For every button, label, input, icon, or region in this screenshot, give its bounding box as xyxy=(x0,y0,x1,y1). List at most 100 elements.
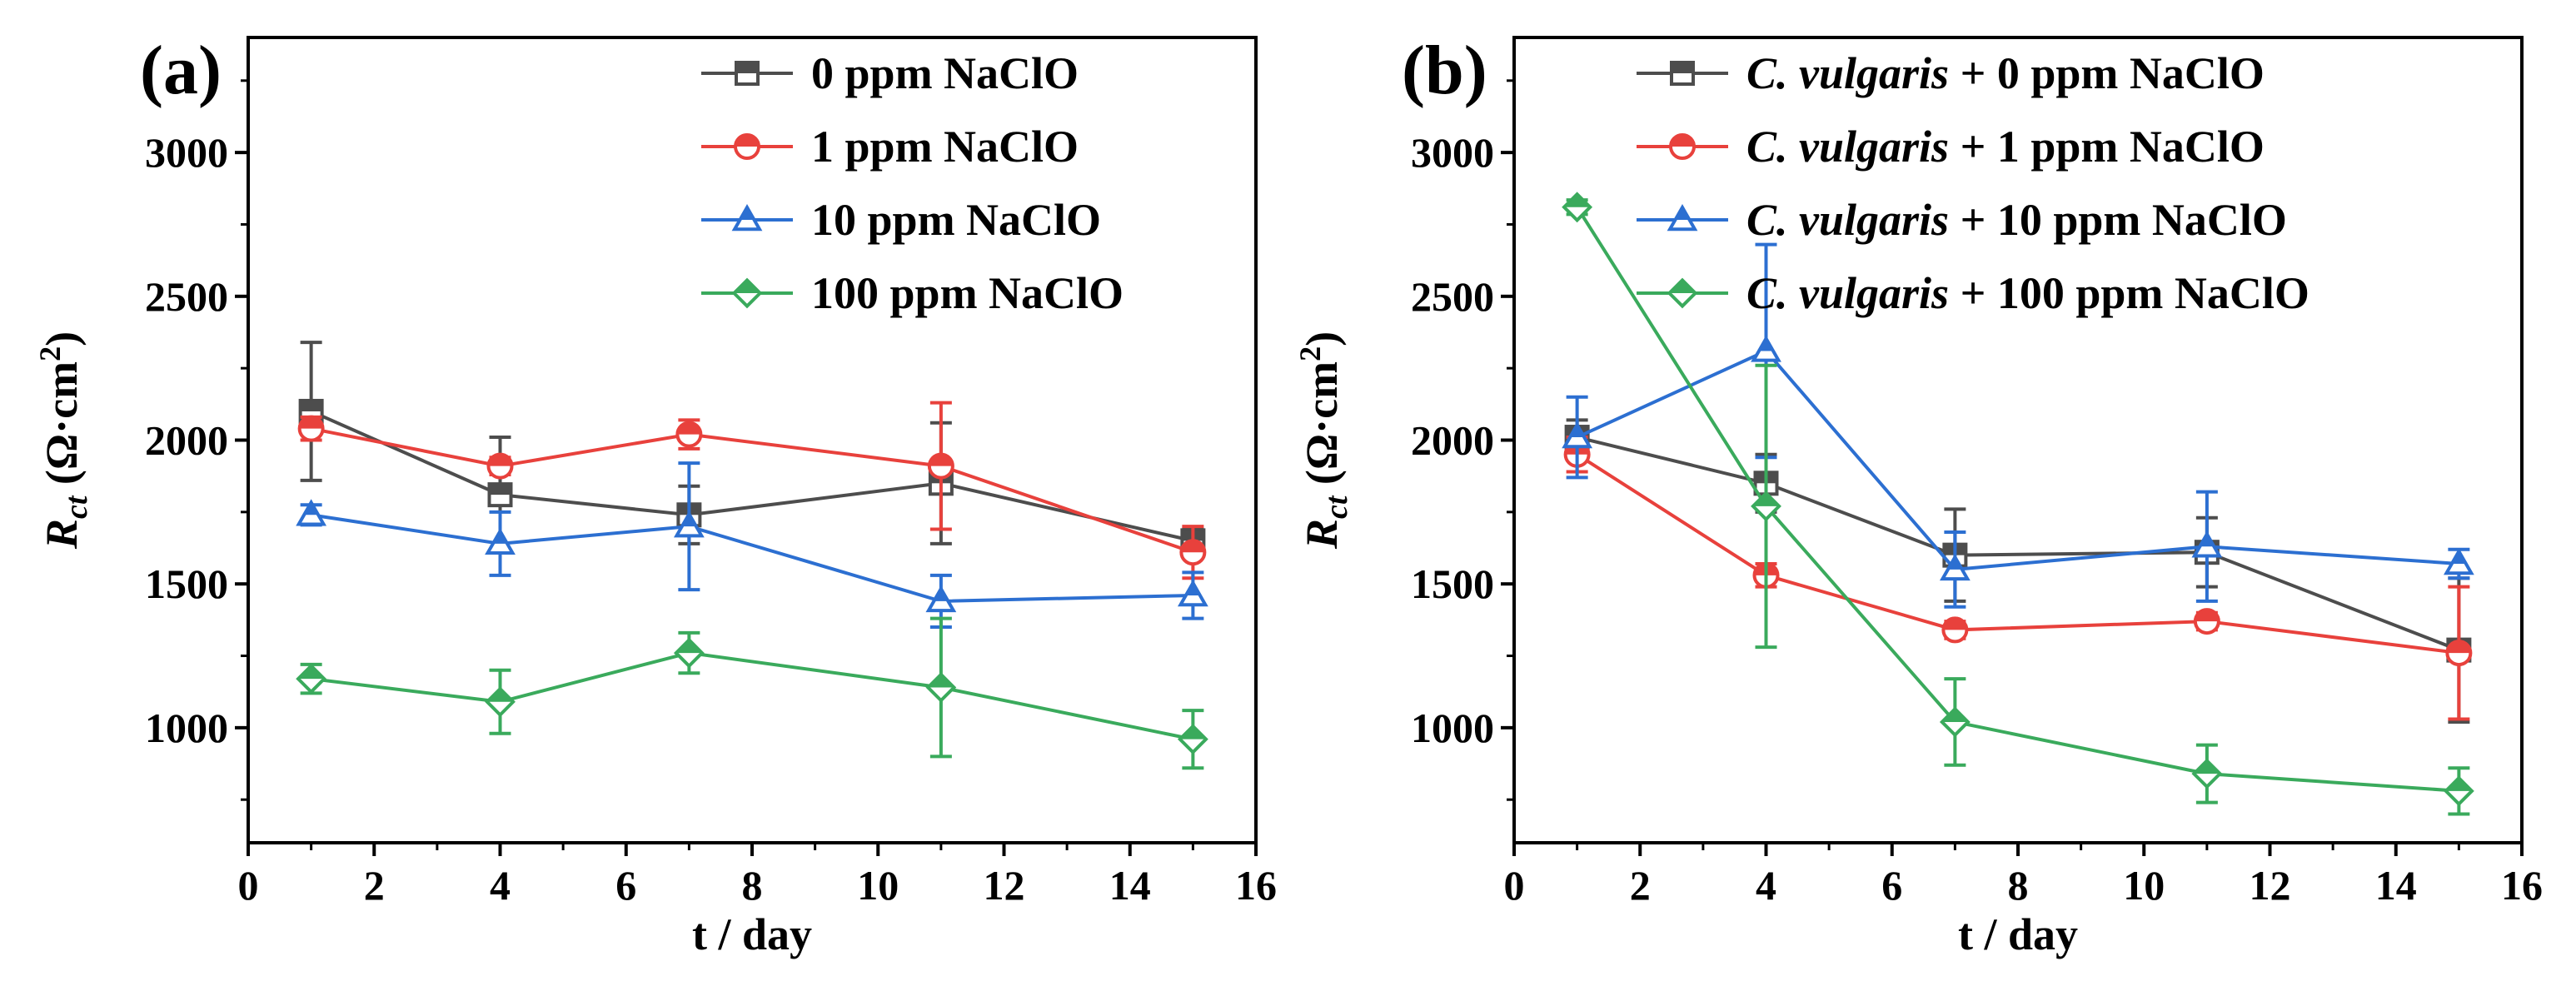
x-tick-label: 14 xyxy=(2375,862,2417,909)
x-tick-label: 4 xyxy=(490,862,511,909)
data-point-half xyxy=(1179,726,1206,740)
legend-item: 10 ppm NaClO xyxy=(701,195,1101,245)
x-axis-label: t / day xyxy=(1958,909,2078,959)
panel-label: (a) xyxy=(140,32,222,109)
data-point-half xyxy=(2452,551,2466,565)
data-point-half xyxy=(1564,194,1591,207)
data-point-half xyxy=(1181,540,1205,553)
y-axis-label: Rct (Ω·cm2) xyxy=(33,331,94,550)
x-tick-label: 12 xyxy=(984,862,1025,909)
series-line xyxy=(311,651,1193,741)
data-point-half xyxy=(682,514,696,527)
x-tick-label: 6 xyxy=(615,862,636,909)
data-point-half xyxy=(1948,556,1962,570)
panel-label: (b) xyxy=(1402,32,1487,109)
series-2 xyxy=(296,461,1208,629)
y-tick-label: 2500 xyxy=(145,273,228,320)
legend-label: 0 ppm NaClO xyxy=(811,48,1079,98)
y-axis-label: Rct (Ω·cm2) xyxy=(1293,331,1354,550)
series-line xyxy=(311,513,1193,603)
y-tick-label: 1500 xyxy=(145,560,228,607)
x-tick-label: 6 xyxy=(1881,862,1902,909)
data-point-half xyxy=(929,454,953,466)
legend-item: 1 ppm NaClO xyxy=(701,122,1079,172)
x-tick-label: 8 xyxy=(742,862,763,909)
x-tick-label: 16 xyxy=(2501,862,2543,909)
legend-item: C. vulgaris + 100 ppm NaClO xyxy=(1637,268,2309,318)
data-point-half xyxy=(300,400,322,411)
legend-label: 10 ppm NaClO xyxy=(811,195,1101,245)
data-point-half xyxy=(486,689,514,702)
series-1 xyxy=(1563,436,2473,721)
legend-marker-half xyxy=(1675,207,1690,220)
legend-marker-half xyxy=(1669,280,1696,293)
x-axis-label: t / day xyxy=(692,909,812,959)
data-point-half xyxy=(1186,583,1200,595)
legend-item: 100 ppm NaClO xyxy=(701,268,1124,318)
legend-item: C. vulgaris + 1 ppm NaClO xyxy=(1637,122,2265,172)
data-point-half xyxy=(493,530,507,544)
legend-marker-half xyxy=(740,207,755,220)
y-tick-label: 2000 xyxy=(1411,417,1494,464)
data-point-half xyxy=(489,484,511,496)
data-point-half xyxy=(934,588,949,601)
data-point-half xyxy=(2445,778,2472,791)
panel-a: 0 2 4 6 8 10 12 14 16 1000 1500 2000 2500 3000 t / day… xyxy=(33,32,1277,959)
legend-item: C. vulgaris + 0 ppm NaClO xyxy=(1637,48,2265,98)
y-tick-label: 2000 xyxy=(145,417,228,464)
legend-label: C. vulgaris + 0 ppm NaClO xyxy=(1746,48,2265,98)
data-point-half xyxy=(2195,610,2219,622)
series-line xyxy=(310,410,1193,543)
y-tick-label: 1500 xyxy=(1411,560,1494,607)
x-tick-label: 2 xyxy=(364,862,385,909)
x-tick-label: 10 xyxy=(2123,862,2165,909)
x-tick-label: 14 xyxy=(1109,862,1151,909)
data-point-half xyxy=(299,416,323,429)
legend-item: C. vulgaris + 10 ppm NaClO xyxy=(1637,195,2287,245)
y-tick-label: 2500 xyxy=(1411,273,1494,320)
data-point-half xyxy=(677,422,701,435)
data-point-half xyxy=(1759,338,1773,351)
legend-label: 1 ppm NaClO xyxy=(811,122,1079,172)
x-tick-label: 10 xyxy=(857,862,899,909)
y-tick-label: 3000 xyxy=(145,129,228,176)
data-point-half xyxy=(2194,760,2220,774)
legend-label: C. vulgaris + 1 ppm NaClO xyxy=(1746,122,2265,172)
data-point-half xyxy=(488,454,512,466)
legend-item: 0 ppm NaClO xyxy=(701,48,1079,98)
data-point-half xyxy=(1941,709,1968,722)
data-point-half xyxy=(2200,534,2215,547)
y-tick-label: 1000 xyxy=(1411,705,1494,751)
legend-marker-half xyxy=(735,135,759,147)
series-3 xyxy=(1562,192,2474,816)
legend-label: C. vulgaris + 100 ppm NaClO xyxy=(1746,268,2309,318)
y-tick-label: 1000 xyxy=(145,705,228,751)
legend-label: C. vulgaris + 10 ppm NaClO xyxy=(1746,195,2287,245)
legend-marker-half xyxy=(1672,62,1693,73)
x-tick-label: 2 xyxy=(1630,862,1651,909)
data-point-half xyxy=(298,665,325,680)
data-point-half xyxy=(2447,641,2471,654)
series-3 xyxy=(296,616,1208,770)
data-point-half xyxy=(1943,618,1967,630)
panel-b: 0 2 4 6 8 10 12 14 16 1000 1500 2000 2500 3000 t / day… xyxy=(1293,32,2543,959)
series-1 xyxy=(297,401,1207,580)
data-point-half xyxy=(1752,493,1780,506)
series-0 xyxy=(1564,418,2472,724)
series-line xyxy=(1577,436,2460,652)
x-tick-label: 4 xyxy=(1756,862,1776,909)
legend-marker-half xyxy=(1671,135,1694,147)
legend-marker-half xyxy=(734,280,760,293)
series-0 xyxy=(298,341,1206,555)
legend-label: 100 ppm NaClO xyxy=(811,268,1124,318)
series-line xyxy=(1576,348,2459,571)
x-tick-label: 16 xyxy=(1235,862,1277,909)
y-tick-label: 3000 xyxy=(1411,129,1494,176)
legend-marker-half xyxy=(736,62,758,73)
data-point-half xyxy=(1570,425,1584,438)
data-point-half xyxy=(928,674,954,688)
data-point-half xyxy=(304,502,318,515)
x-tick-label: 0 xyxy=(238,862,259,909)
x-tick-label: 8 xyxy=(2008,862,2029,909)
